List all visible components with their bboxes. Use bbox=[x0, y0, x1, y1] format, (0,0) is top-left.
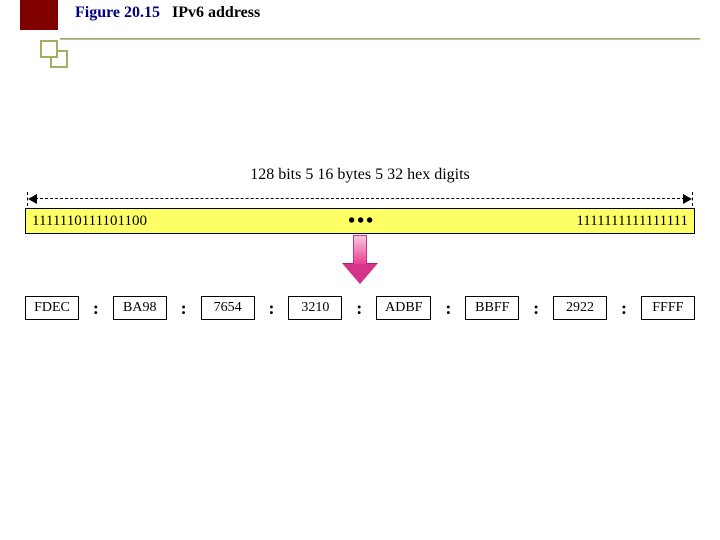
span-indicator bbox=[27, 192, 693, 206]
hex-cell: BA98 bbox=[113, 296, 167, 320]
hex-colon: : bbox=[531, 298, 541, 319]
accent-box bbox=[20, 0, 58, 30]
hex-colon: : bbox=[619, 298, 629, 319]
hex-colon: : bbox=[266, 298, 276, 319]
hex-colon: : bbox=[354, 298, 364, 319]
figure-title: Figure 20.15 IPv6 address bbox=[75, 4, 260, 22]
hex-row: FDEC : BA98 : 7654 : 3210 : ADBF : BBFF … bbox=[25, 294, 695, 322]
hex-colon: : bbox=[91, 298, 101, 319]
bit-ellipsis: ••• bbox=[147, 210, 576, 233]
hex-colon: : bbox=[443, 298, 453, 319]
bit-bar: 1111110111101100 ••• 1111111111111111 bbox=[25, 208, 695, 234]
bit-left: 1111110111101100 bbox=[26, 213, 147, 230]
bit-right: 1111111111111111 bbox=[576, 213, 694, 230]
title-underline bbox=[60, 38, 700, 40]
hex-cell: BBFF bbox=[465, 296, 519, 320]
hex-cell: FFFF bbox=[641, 296, 695, 320]
hex-cell: 7654 bbox=[201, 296, 255, 320]
down-arrow-icon bbox=[343, 235, 377, 287]
figure-number: Figure 20.15 bbox=[75, 4, 160, 21]
hex-cell: 2922 bbox=[553, 296, 607, 320]
size-label: 128 bits 5 16 bytes 5 32 hex digits bbox=[25, 166, 695, 184]
hex-cell: FDEC bbox=[25, 296, 79, 320]
figure-caption: IPv6 address bbox=[172, 4, 260, 21]
hex-cell: 3210 bbox=[288, 296, 342, 320]
hex-colon: : bbox=[179, 298, 189, 319]
corner-decoration bbox=[40, 40, 74, 74]
hex-cell: ADBF bbox=[376, 296, 431, 320]
